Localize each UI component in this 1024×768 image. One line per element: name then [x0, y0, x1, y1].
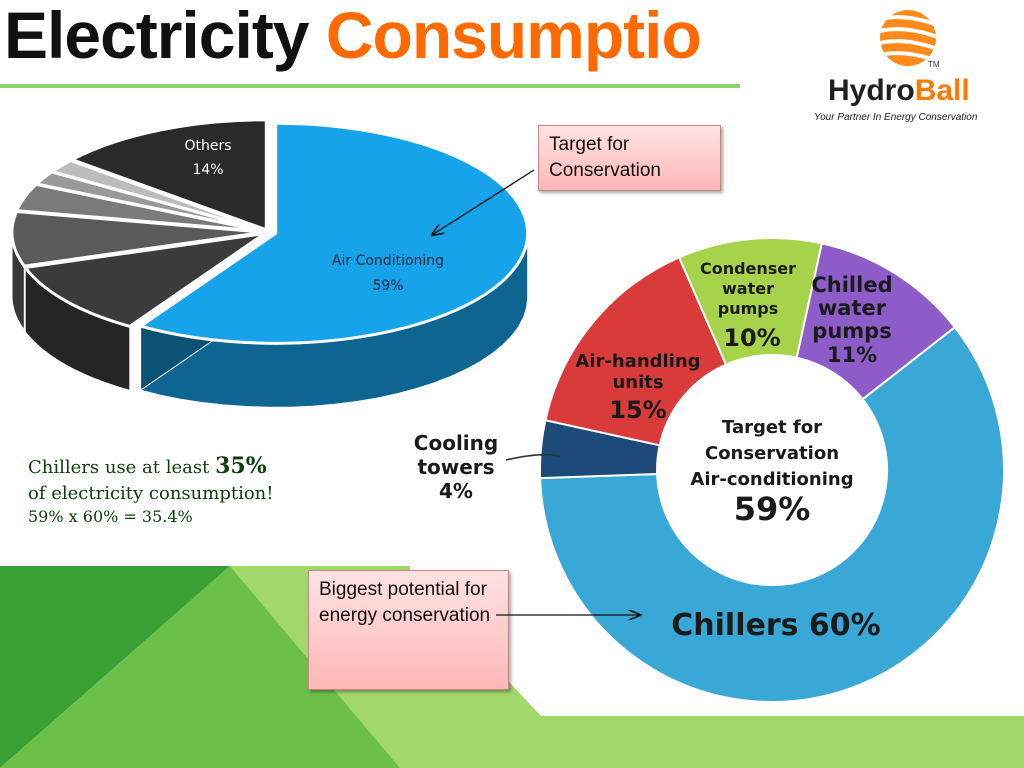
- donut-hole: [658, 356, 886, 584]
- callout-target: Target for Conservation: [538, 125, 721, 191]
- bg-bottom-strip: [410, 716, 1024, 768]
- logo-ball-icon: [880, 10, 936, 66]
- donut-slice-2: [544, 256, 728, 447]
- logo-brand-b: Ball: [914, 74, 970, 107]
- pie-slice-0: [137, 121, 530, 345]
- donut-label-chilled: Chilled water pumps: [811, 273, 892, 343]
- donut-label-condenser: Condenser water pumps: [700, 259, 796, 318]
- title-part2: Consumptio: [325, 0, 702, 72]
- pie-label-others: Others: [184, 138, 231, 154]
- chillers-note: Chillers use at least 35% of electricity…: [28, 452, 274, 528]
- pie-slice-2: [10, 209, 265, 268]
- donut-slice-0: [539, 325, 1005, 703]
- logo-wordmark: HydroBall: [828, 76, 970, 106]
- donut-center-text: Target for Conservation Air-conditioning: [690, 417, 853, 490]
- title-underline: [0, 84, 740, 88]
- donut-value-condenser: 10%: [723, 324, 780, 352]
- note-line1-value: 35%: [215, 453, 267, 479]
- note-line1-prefix: Chillers use at least: [28, 457, 216, 478]
- hydroball-logo: TM HydroBall Your Partner In Energy Cons…: [808, 6, 1018, 126]
- page-title: Electricity Consumptio: [4, 2, 702, 68]
- note-line3: 59% x 60% = 35.4%: [28, 506, 193, 526]
- donut-slice-4: [795, 242, 957, 401]
- pie-tops: [10, 118, 530, 345]
- donut-center-value: 59%: [734, 490, 811, 528]
- pie-value-ac: 59%: [372, 278, 403, 294]
- callout-biggest-potential: Biggest potential for energy conservatio…: [308, 570, 509, 690]
- pie-slice-1: [22, 232, 266, 328]
- donut-value-air-handling: 15%: [609, 396, 666, 424]
- note-line1: Chillers use at least 35%: [28, 452, 274, 482]
- donut-label-cooling-towers: Cooling towers 4%: [414, 431, 498, 503]
- pie-label-ac: Air Conditioning: [332, 253, 444, 269]
- donut-label-air-handling: Air-handling units: [575, 351, 700, 393]
- donut-slices: [538, 236, 1005, 703]
- bg-triangle-mid: [0, 566, 400, 768]
- pie-value-others: 14%: [192, 162, 223, 178]
- note-line2: of electricity consumption!: [28, 482, 274, 504]
- donut-label-chillers: Chillers 60%: [671, 608, 880, 643]
- logo-brand-a: Hydro: [828, 74, 915, 107]
- logo-tagline: Your Partner In Energy Conservation: [814, 112, 978, 123]
- logo-tm: TM: [928, 60, 940, 69]
- pie-slice-6: [68, 118, 268, 232]
- title-part1: Electricity: [4, 0, 309, 72]
- donut-value-chilled: 11%: [827, 343, 877, 367]
